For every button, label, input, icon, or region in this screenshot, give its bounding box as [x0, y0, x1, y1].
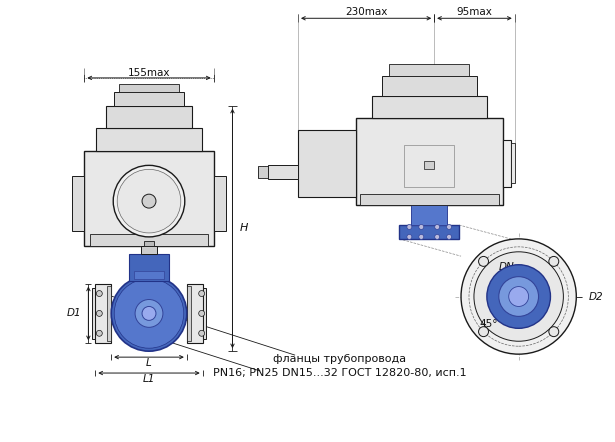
Text: 230max: 230max [345, 8, 387, 17]
Circle shape [142, 306, 156, 320]
Circle shape [113, 165, 184, 237]
Bar [510, 144, 515, 183]
Bar [187, 286, 191, 341]
Circle shape [419, 225, 424, 229]
Bar [424, 161, 434, 169]
Circle shape [407, 234, 412, 240]
Circle shape [435, 234, 440, 240]
Bar [134, 271, 164, 278]
Circle shape [487, 265, 550, 328]
Circle shape [461, 239, 576, 354]
Bar [389, 64, 469, 76]
Bar [371, 96, 487, 118]
Text: 155max: 155max [128, 68, 170, 78]
Circle shape [97, 310, 102, 316]
Circle shape [142, 194, 156, 208]
Text: 45°: 45° [480, 320, 498, 329]
Circle shape [446, 234, 451, 240]
Text: H: H [239, 224, 248, 233]
Text: DN: DN [499, 262, 515, 272]
Bar [360, 194, 499, 205]
Text: D2: D2 [588, 292, 603, 301]
Bar [203, 288, 205, 339]
Circle shape [111, 276, 187, 351]
Circle shape [549, 256, 559, 267]
Bar [144, 241, 154, 246]
Text: PN16; PN25 DN15...32 ГОСТ 12820-80, исп.1: PN16; PN25 DN15...32 ГОСТ 12820-80, исп.… [213, 368, 467, 378]
Circle shape [135, 300, 163, 328]
Bar [129, 254, 169, 281]
Circle shape [435, 225, 440, 229]
Bar [90, 234, 208, 246]
Bar [106, 106, 192, 128]
Bar [92, 288, 95, 339]
Circle shape [199, 290, 205, 297]
Bar [141, 246, 157, 254]
Bar [298, 130, 355, 197]
Circle shape [499, 277, 539, 316]
Text: L1: L1 [143, 374, 155, 384]
Bar [381, 76, 477, 96]
Circle shape [97, 290, 102, 297]
Circle shape [114, 278, 184, 348]
Text: L: L [146, 358, 152, 368]
Circle shape [117, 169, 181, 233]
Circle shape [199, 330, 205, 336]
Bar [187, 284, 203, 343]
Circle shape [97, 330, 102, 336]
Bar [411, 205, 447, 225]
Bar [95, 284, 111, 343]
Bar [268, 165, 298, 179]
Bar [107, 286, 111, 341]
Bar [114, 92, 184, 106]
Bar [355, 118, 503, 205]
Circle shape [474, 252, 563, 341]
Bar [503, 140, 510, 187]
Text: 95max: 95max [456, 8, 493, 17]
Bar [119, 84, 179, 92]
Circle shape [199, 310, 205, 316]
Bar [84, 152, 213, 246]
Text: фланцы трубопровода: фланцы трубопровода [273, 354, 407, 364]
Circle shape [549, 327, 559, 337]
Bar [399, 225, 459, 239]
Text: 4отв.d: 4отв.d [499, 308, 531, 317]
Text: D1: D1 [67, 309, 81, 318]
Circle shape [509, 286, 529, 306]
Circle shape [478, 327, 488, 337]
Bar [258, 166, 268, 178]
Circle shape [478, 256, 488, 267]
Bar [405, 145, 454, 187]
Bar [97, 128, 202, 152]
Bar [213, 176, 226, 231]
Bar [73, 176, 84, 231]
Circle shape [446, 225, 451, 229]
Circle shape [419, 234, 424, 240]
Circle shape [407, 225, 412, 229]
